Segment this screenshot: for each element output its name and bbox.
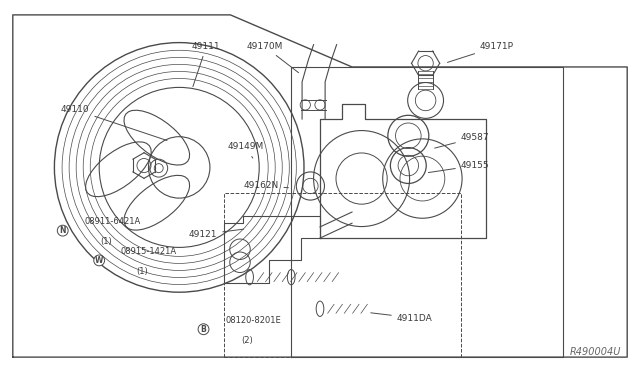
Text: 49149M: 49149M [227, 142, 264, 158]
Text: 08911-6421A: 08911-6421A [84, 217, 141, 226]
Text: 49587: 49587 [435, 133, 490, 148]
Text: B: B [201, 325, 206, 334]
Text: 49155: 49155 [428, 161, 490, 173]
Text: 08120-8201E: 08120-8201E [225, 316, 281, 325]
Text: 49111: 49111 [192, 42, 221, 87]
Text: 49110: 49110 [61, 105, 167, 141]
Text: R490004U: R490004U [570, 347, 621, 357]
Text: 49162N: 49162N [243, 182, 289, 190]
Text: N: N [60, 226, 66, 235]
Text: (2): (2) [241, 336, 253, 345]
Text: (1): (1) [136, 267, 148, 276]
Text: W: W [95, 256, 104, 265]
Text: 08915-1421A: 08915-1421A [120, 247, 177, 256]
Text: 49170M: 49170M [246, 42, 299, 73]
Text: 4911DA: 4911DA [371, 313, 433, 323]
Text: 49171P: 49171P [447, 42, 514, 62]
Text: 49121: 49121 [189, 229, 244, 239]
Text: (1): (1) [100, 237, 112, 246]
